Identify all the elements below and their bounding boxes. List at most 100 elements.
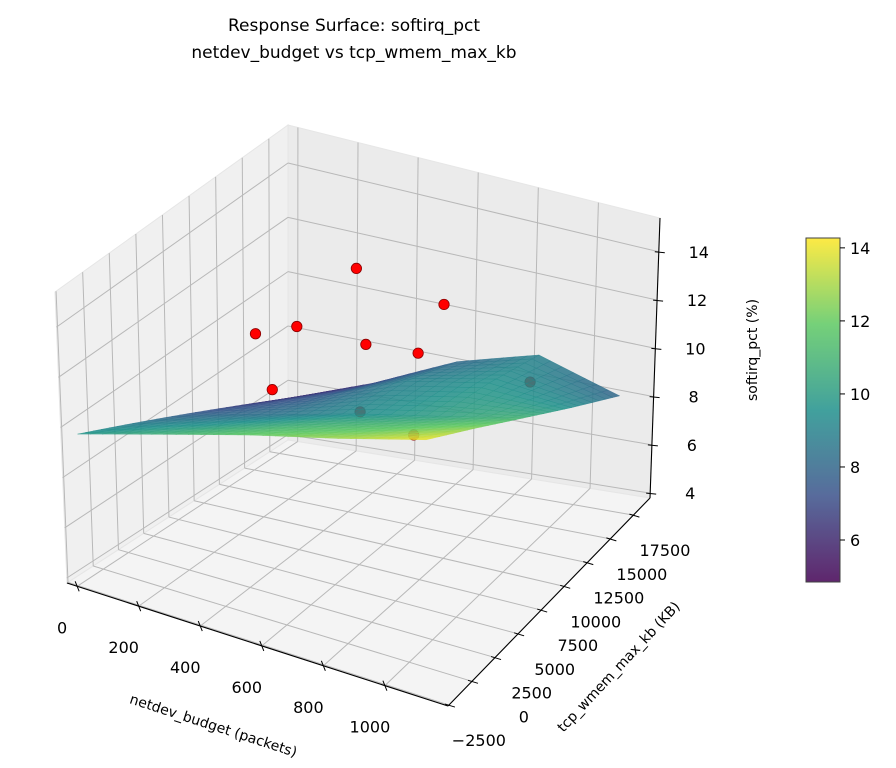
scatter-point — [266, 384, 278, 396]
gridline-y-floor — [168, 516, 542, 611]
gridline-y-floor — [118, 549, 496, 659]
x-tick-label: 800 — [293, 698, 324, 717]
gridline-z-back — [287, 162, 659, 253]
y-tick-mark — [444, 703, 456, 708]
gridline-y-floor — [219, 483, 588, 564]
z-tick-label: 10 — [685, 339, 705, 358]
gridline-y-floor — [93, 565, 473, 682]
y-tick-label: 15000 — [616, 565, 667, 584]
z-tick-mark — [646, 492, 657, 495]
gridline-x-floor — [261, 469, 474, 647]
scatter-point — [438, 298, 450, 311]
y-tick-mark — [606, 537, 617, 542]
y-tick-mark — [560, 584, 571, 589]
scatter-points — [249, 262, 450, 396]
y-tick-label: 12500 — [593, 589, 644, 608]
x-tick-label: 0 — [57, 618, 67, 637]
z-tick-mark — [649, 396, 660, 399]
z-tick-label: 12 — [687, 291, 707, 310]
colorbar-tick-label: 14 — [850, 239, 870, 258]
x-axis-label: netdev_budget (packets) — [128, 692, 299, 761]
gridline-z-left — [60, 271, 289, 428]
y-tick-mark — [513, 632, 525, 637]
gridline-y-floor — [269, 451, 634, 516]
y-tick-label: 2500 — [511, 684, 552, 703]
x-tick-label: 200 — [108, 638, 139, 657]
chart-title-line2: netdev_budget vs tcp_wmem_max_kb — [191, 43, 516, 63]
z-tick-mark — [654, 251, 665, 254]
colorbar: 6 8 10 12 14 — [805, 237, 870, 583]
tick-labels: 0 200 400 600 800 1000 −2500 0 2500 5000 7500 10000… — [57, 243, 709, 750]
z-axis-line — [649, 217, 661, 499]
y-tick-label: 17500 — [639, 541, 690, 560]
gridline-z-left — [66, 434, 289, 579]
gridline-y-floor — [67, 581, 450, 706]
gridline-z-back — [287, 216, 658, 301]
gridline-x-floor — [76, 441, 298, 587]
gridline-y-wall — [135, 234, 145, 534]
gridline-y-wall — [268, 138, 271, 452]
scatter-point — [350, 262, 362, 275]
gridline-y-wall — [55, 291, 69, 583]
x-tick-label: 1000 — [350, 718, 391, 737]
gridline-x-wall — [589, 202, 599, 489]
scatter-point — [249, 328, 262, 340]
colorbar-tick-label: 12 — [850, 312, 870, 331]
x-tick-label: 400 — [170, 658, 201, 677]
z-tick-mark — [651, 347, 662, 350]
y-axis-line — [447, 497, 651, 707]
z-tick-label: 4 — [685, 484, 695, 503]
y-tick-mark — [490, 656, 502, 661]
gridline-x-floor — [138, 450, 357, 607]
y-tick-label: 0 — [519, 707, 529, 726]
x-tick-mark — [136, 600, 142, 612]
colorbar-tick-label: 8 — [850, 458, 860, 477]
x-tick-mark — [259, 640, 265, 652]
y-tick-label: 7500 — [557, 636, 598, 655]
x-tick-mark — [197, 620, 203, 632]
colorbar-gradient — [805, 237, 841, 583]
gridline-z-left — [62, 325, 289, 479]
y-tick-mark — [629, 513, 640, 518]
gridline-z-back — [287, 434, 651, 494]
y-tick-label: 10000 — [570, 612, 621, 631]
colorbar-tick-label: 6 — [850, 531, 860, 550]
gridline-z-left — [56, 162, 289, 328]
y-tick-mark — [467, 679, 479, 684]
z-tick-mark — [653, 299, 664, 302]
gridline-y-wall — [188, 195, 195, 501]
z-tick-label: 6 — [687, 436, 697, 455]
scatter-point — [291, 320, 303, 333]
x-tick-mark — [320, 660, 326, 671]
surface-facet — [413, 437, 434, 441]
gridline-y-wall — [82, 272, 94, 567]
z-axis-label: softirq_pct (%) — [745, 299, 761, 401]
axis-lines — [66, 217, 665, 708]
gridline-x-floor — [384, 488, 591, 686]
x-tick-label: 600 — [232, 678, 263, 697]
gridline-y-floor — [194, 500, 565, 587]
gridline-y-floor — [244, 467, 611, 540]
gridline-x-wall — [531, 187, 539, 480]
gridline-z-left — [58, 216, 289, 378]
gridline-y-wall — [161, 214, 170, 518]
z-tick-label: 14 — [689, 243, 709, 262]
x-tick-mark — [382, 680, 388, 691]
scatter-point — [360, 338, 372, 350]
y-tick-label: −2500 — [452, 731, 506, 750]
gridline-y-floor — [143, 532, 519, 635]
y-tick-label: 5000 — [534, 660, 575, 679]
z-tick-label: 8 — [689, 388, 699, 407]
gridline-y-wall — [108, 253, 119, 550]
gridline-x-floor — [199, 459, 415, 627]
gridline-x-floor — [323, 478, 532, 667]
colorbar-tick-label: 10 — [850, 385, 870, 404]
scatter-point — [412, 347, 424, 359]
gridline-z-back — [287, 271, 656, 349]
y-tick-mark — [583, 561, 594, 566]
response-surface — [77, 354, 621, 441]
z-tick-mark — [647, 444, 658, 447]
x-tick-mark — [74, 581, 80, 592]
